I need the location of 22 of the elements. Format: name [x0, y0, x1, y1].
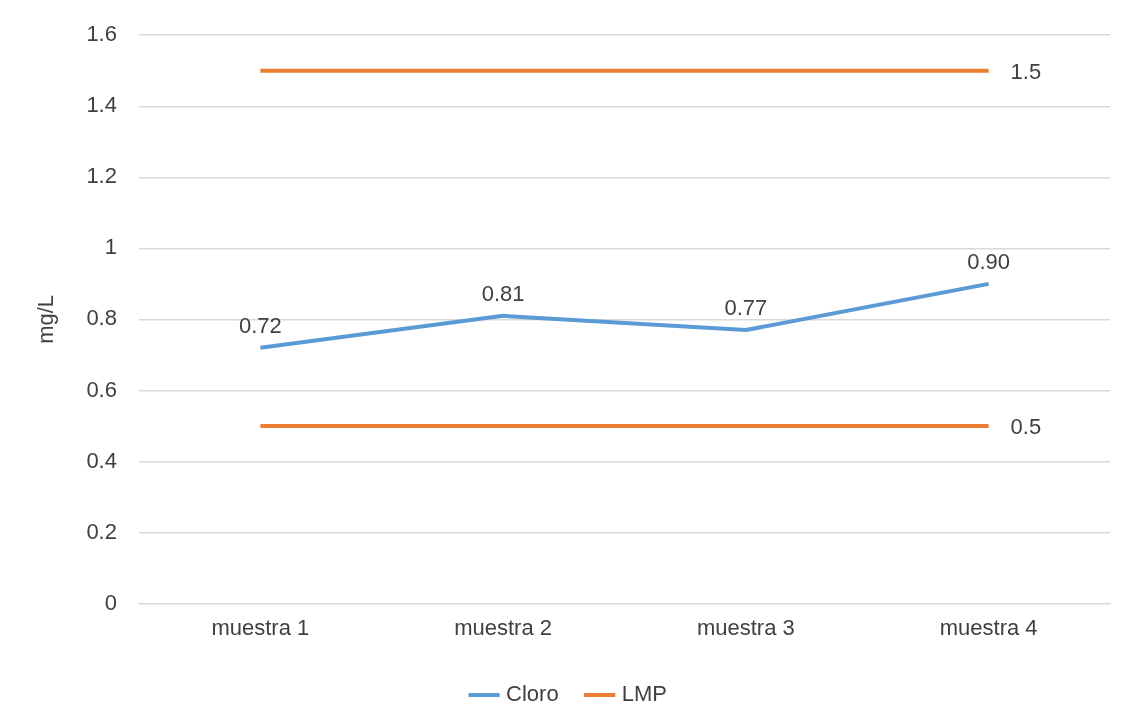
legend-label: LMP — [621, 681, 667, 707]
y-tick-label: 1.4 — [86, 92, 117, 118]
data-label: 1.5 — [1010, 58, 1042, 84]
y-tick-label: 0.8 — [86, 305, 117, 331]
y-axis-title: mg/L — [33, 294, 59, 344]
x-tick-label: muestra 1 — [211, 614, 310, 640]
y-tick-label: 0 — [104, 589, 117, 615]
y-tick-label: 1.2 — [86, 163, 117, 189]
y-tick-label: 0.4 — [86, 447, 117, 473]
data-label: 0.81 — [481, 280, 525, 306]
data-label: 0.5 — [1010, 414, 1042, 440]
data-label: 0.72 — [238, 312, 282, 338]
y-tick-label: 1.6 — [86, 21, 117, 47]
y-tick-label: 0.6 — [86, 376, 117, 402]
y-tick-label: 0.2 — [86, 518, 117, 544]
x-tick-label: muestra 4 — [939, 614, 1038, 640]
y-tick-label: 1 — [104, 234, 117, 260]
data-label: 0.90 — [967, 248, 1011, 274]
legend-label: Cloro — [506, 681, 559, 707]
x-tick-label: muestra 3 — [696, 614, 795, 640]
x-tick-label: muestra 2 — [454, 614, 553, 640]
data-label: 0.77 — [724, 295, 768, 321]
